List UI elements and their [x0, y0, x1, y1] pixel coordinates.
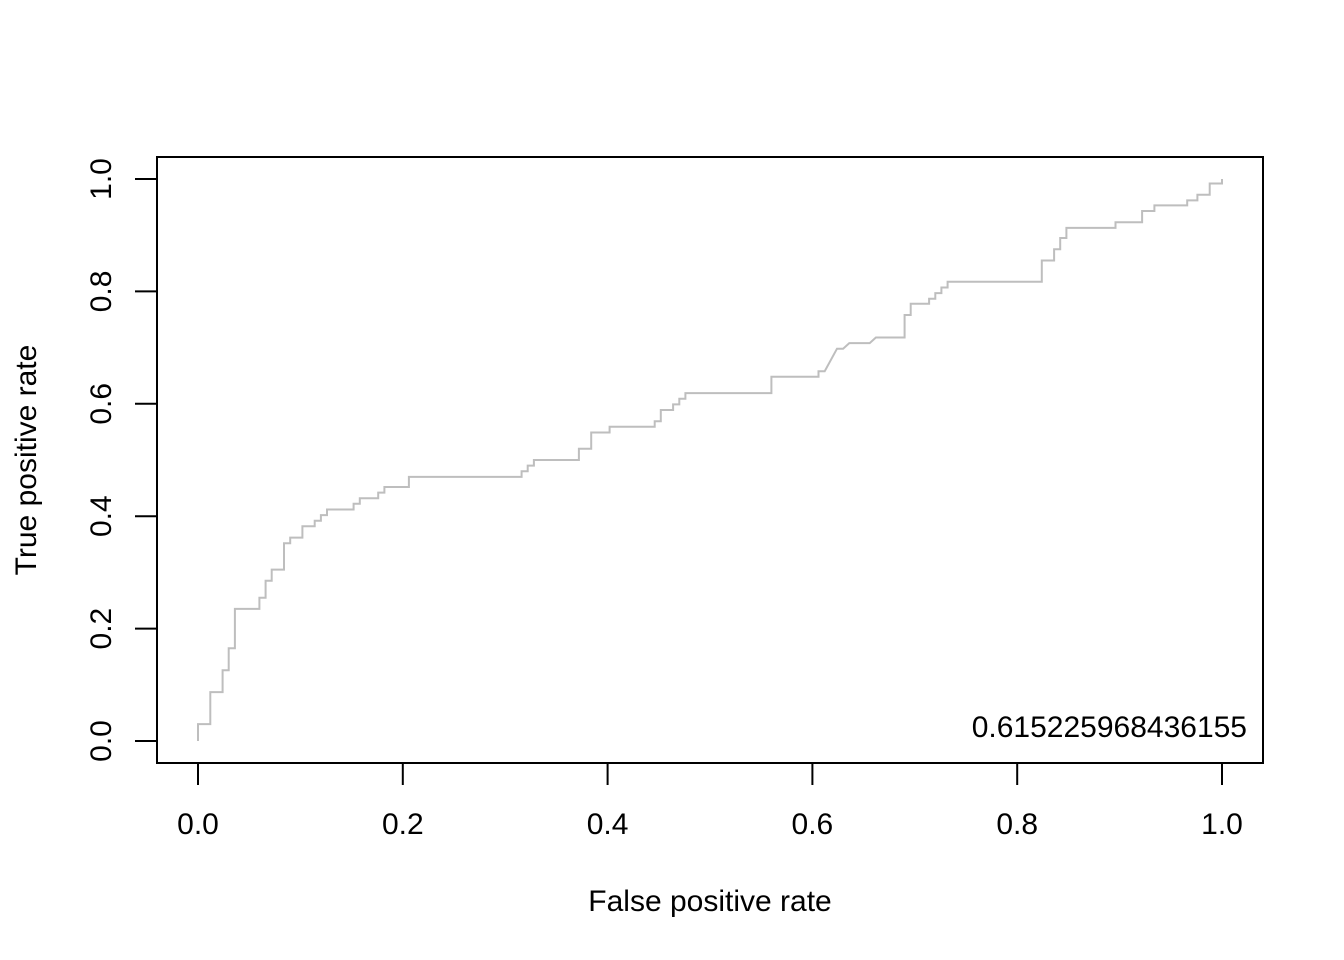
x-tick-label: 1.0: [1201, 808, 1243, 841]
y-tick-label: 0.2: [85, 608, 118, 650]
series-layer: [197, 179, 1223, 741]
y-tick-label: 0.0: [85, 720, 118, 762]
x-tick-label: 0.2: [382, 808, 424, 841]
y-axis-title: True positive rate: [10, 345, 43, 576]
x-axis-title: False positive rate: [588, 885, 831, 918]
x-tick-label: 0.0: [177, 808, 219, 841]
x-tick-label: 0.8: [996, 808, 1038, 841]
auc-annotation: 0.615225968436155: [972, 711, 1247, 744]
y-axis: 0.0 0.2 0.4 0.6 0.8 1.0: [85, 158, 158, 762]
y-tick-label: 0.6: [85, 383, 118, 425]
y-tick-label: 0.8: [85, 271, 118, 313]
x-tick-label: 0.6: [792, 808, 834, 841]
y-tick-label: 0.4: [85, 495, 118, 537]
x-axis: 0.0 0.2 0.4 0.6 0.8 1.0: [177, 762, 1243, 841]
y-tick-label: 1.0: [85, 158, 118, 200]
plot-frame: [156, 156, 1264, 764]
x-tick-label: 0.4: [587, 808, 629, 841]
roc-curve-line: [197, 179, 1223, 741]
